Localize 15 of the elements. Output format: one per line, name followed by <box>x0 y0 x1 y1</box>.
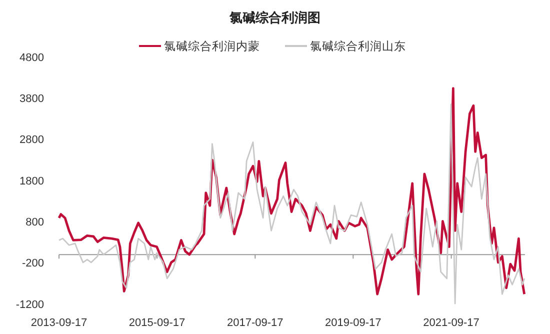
x-tick-label: 2013-09-17 <box>30 317 88 329</box>
x-tick-label: 2015-09-17 <box>128 317 186 329</box>
y-tick-label: -1200 <box>16 298 44 311</box>
x-tick-label: 2017-09-17 <box>227 317 284 329</box>
y-tick-label: 1800 <box>20 175 44 188</box>
legend-label: 氯碱综合利润内蒙 <box>164 39 260 54</box>
y-tick-label: 3800 <box>20 93 44 106</box>
y-tick-label: 800 <box>26 216 44 229</box>
y-tick-label: 4800 <box>20 52 44 64</box>
x-tick-label: 2021-09-17 <box>423 317 480 329</box>
legend-label: 氯碱综合利润山东 <box>310 39 406 54</box>
y-tick-label: 2800 <box>20 134 44 146</box>
x-tick-label: 2019-09-17 <box>325 317 382 329</box>
chart-title: 氯碱综合利润图 <box>228 10 320 25</box>
y-tick-label: -200 <box>22 258 44 270</box>
